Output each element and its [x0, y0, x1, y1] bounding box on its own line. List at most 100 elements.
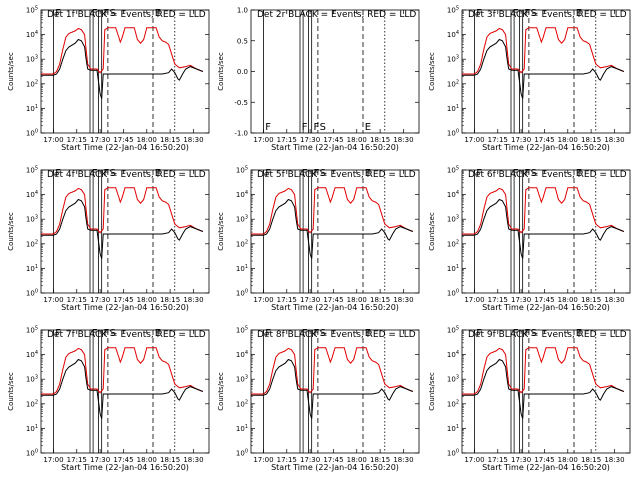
panel-title: Det 8f BLACK = Events, RED = LLD — [257, 330, 416, 340]
x-axis-label: Start Time (22-Jan-04 16:50:20) — [271, 463, 399, 472]
x-tick-label: 18:00 — [347, 136, 367, 144]
plot-frame — [461, 9, 631, 134]
y-tick-label: 102 — [26, 399, 38, 408]
y-tick-label: 105 — [447, 166, 459, 175]
x-axis-label: Start Time (22-Jan-04 16:50:20) — [61, 463, 189, 472]
marker-flag-E: E — [576, 328, 582, 339]
panel-title: Det 2r BLACK = Events, RED = LLD — [257, 10, 416, 20]
y-axis-label: Counts/sec — [217, 372, 225, 411]
marker-flag-S: S — [531, 8, 537, 19]
x-tick-label: 17:00 — [464, 456, 484, 464]
marker-flag-E: E — [365, 122, 371, 133]
events-series-line — [462, 198, 624, 259]
y-tick-label: 105 — [447, 326, 459, 335]
y-tick-label: 101 — [26, 424, 38, 433]
plot-frame — [40, 9, 210, 134]
y-tick-label: 102 — [236, 239, 248, 248]
x-axis-label: Start Time (22-Jan-04 16:50:20) — [271, 143, 399, 152]
marker-flag-F: F — [55, 8, 61, 19]
marker-flag-F: F — [265, 328, 271, 339]
marker-flag-E: E — [155, 168, 161, 179]
lld-series-line — [41, 187, 203, 235]
marker-flag-F: F — [103, 328, 109, 339]
events-series-line — [41, 198, 203, 259]
marker-flag-S: S — [110, 8, 116, 19]
y-tick-label: 103 — [26, 55, 38, 64]
marker-flag-F: F — [524, 8, 530, 19]
y-tick-label: 105 — [26, 6, 38, 15]
marker-flag-E: E — [365, 328, 371, 339]
x-tick-label: 17:45 — [323, 296, 343, 304]
lld-series-line — [41, 347, 203, 395]
x-tick-label: 17:30 — [300, 456, 320, 464]
x-axis-label: Start Time (22-Jan-04 16:50:20) — [61, 303, 189, 312]
x-tick-label: 18:30 — [604, 296, 624, 304]
y-axis-label: Counts/sec — [428, 52, 436, 91]
y-tick-label: 100 — [26, 129, 38, 138]
y-tick-label: 1.0 — [237, 7, 248, 15]
x-tick-label: 17:30 — [300, 296, 320, 304]
x-tick-label: 17:15 — [67, 296, 87, 304]
marker-flag-F: F — [302, 328, 308, 339]
x-tick-label: 18:15 — [160, 136, 180, 144]
lld-series-line — [251, 347, 413, 395]
panel-title: Det 9f BLACK = Events, RED = LLD — [468, 330, 627, 340]
plot-frame — [40, 329, 210, 454]
panel-det1f: Det 1f BLACK = Events, RED = LLD 17:00 17:… — [7, 6, 210, 152]
x-tick-label: 18:15 — [370, 136, 390, 144]
panel-det4f: Det 4f BLACK = Events, RED = LLD 17:00 17:… — [7, 166, 210, 312]
y-tick-label: 101 — [447, 104, 459, 113]
x-tick-label: 17:30 — [90, 456, 110, 464]
y-axis-label: Counts/sec — [217, 52, 225, 91]
y-tick-label: 103 — [447, 375, 459, 384]
y-tick-label: -0.5 — [234, 99, 248, 107]
y-tick-label: 102 — [236, 399, 248, 408]
y-tick-label: 102 — [26, 239, 38, 248]
panel-det9f: Det 9f BLACK = Events, RED = LLD 17:00 17:… — [428, 326, 631, 472]
lld-series-line — [251, 187, 413, 235]
events-series-line — [41, 38, 203, 99]
marker-flag-S: S — [531, 168, 537, 179]
marker-flag-E: E — [576, 8, 582, 19]
x-tick-label: 17:15 — [277, 136, 297, 144]
x-tick-label: 18:15 — [581, 456, 601, 464]
marker-flag-S: S — [320, 328, 326, 339]
marker-flag-F: F — [302, 122, 308, 133]
marker-flag-F: F — [265, 168, 271, 179]
x-tick-label: 17:00 — [43, 136, 63, 144]
x-tick-label: 18:30 — [183, 456, 203, 464]
x-tick-label: 17:00 — [464, 136, 484, 144]
marker-flag-F: F — [513, 8, 519, 19]
x-tick-label: 17:00 — [253, 456, 273, 464]
x-tick-label: 18:00 — [558, 296, 578, 304]
y-tick-label: 104 — [236, 190, 248, 199]
x-tick-label: 18:15 — [581, 136, 601, 144]
panel-title: Det 6f BLACK = Events, RED = LLD — [468, 170, 627, 180]
x-tick-label: 17:45 — [323, 136, 343, 144]
events-series-line — [251, 358, 413, 419]
marker-flag-S: S — [110, 328, 116, 339]
x-tick-label: 18:15 — [160, 456, 180, 464]
marker-flag-F: F — [313, 168, 319, 179]
y-axis-label: Counts/sec — [217, 212, 225, 251]
marker-flag-E: E — [365, 168, 371, 179]
panel-det5f: Det 5f BLACK = Events, RED = LLD 17:00 17:… — [217, 166, 420, 312]
x-tick-label: 18:00 — [137, 136, 157, 144]
plot-frame — [250, 9, 420, 134]
y-tick-label: 103 — [26, 375, 38, 384]
marker-flag-S: S — [110, 168, 116, 179]
y-tick-label: 100 — [447, 449, 459, 458]
x-axis-label: Start Time (22-Jan-04 16:50:20) — [271, 303, 399, 312]
marker-flag-F: F — [55, 168, 61, 179]
marker-flag-F: F — [103, 8, 109, 19]
y-tick-label: 103 — [236, 375, 248, 384]
marker-flag-F: F — [55, 328, 61, 339]
y-tick-label: 102 — [447, 239, 459, 248]
marker-flag-E: E — [155, 8, 161, 19]
x-axis-label: Start Time (22-Jan-04 16:50:20) — [61, 143, 189, 152]
x-tick-label: 17:45 — [113, 136, 133, 144]
panel-title: Det 3f BLACK = Events, RED = LLD — [468, 10, 627, 20]
events-series-line — [462, 358, 624, 419]
y-axis-label: Counts/sec — [428, 372, 436, 411]
y-axis-label: Counts/sec — [7, 372, 15, 411]
